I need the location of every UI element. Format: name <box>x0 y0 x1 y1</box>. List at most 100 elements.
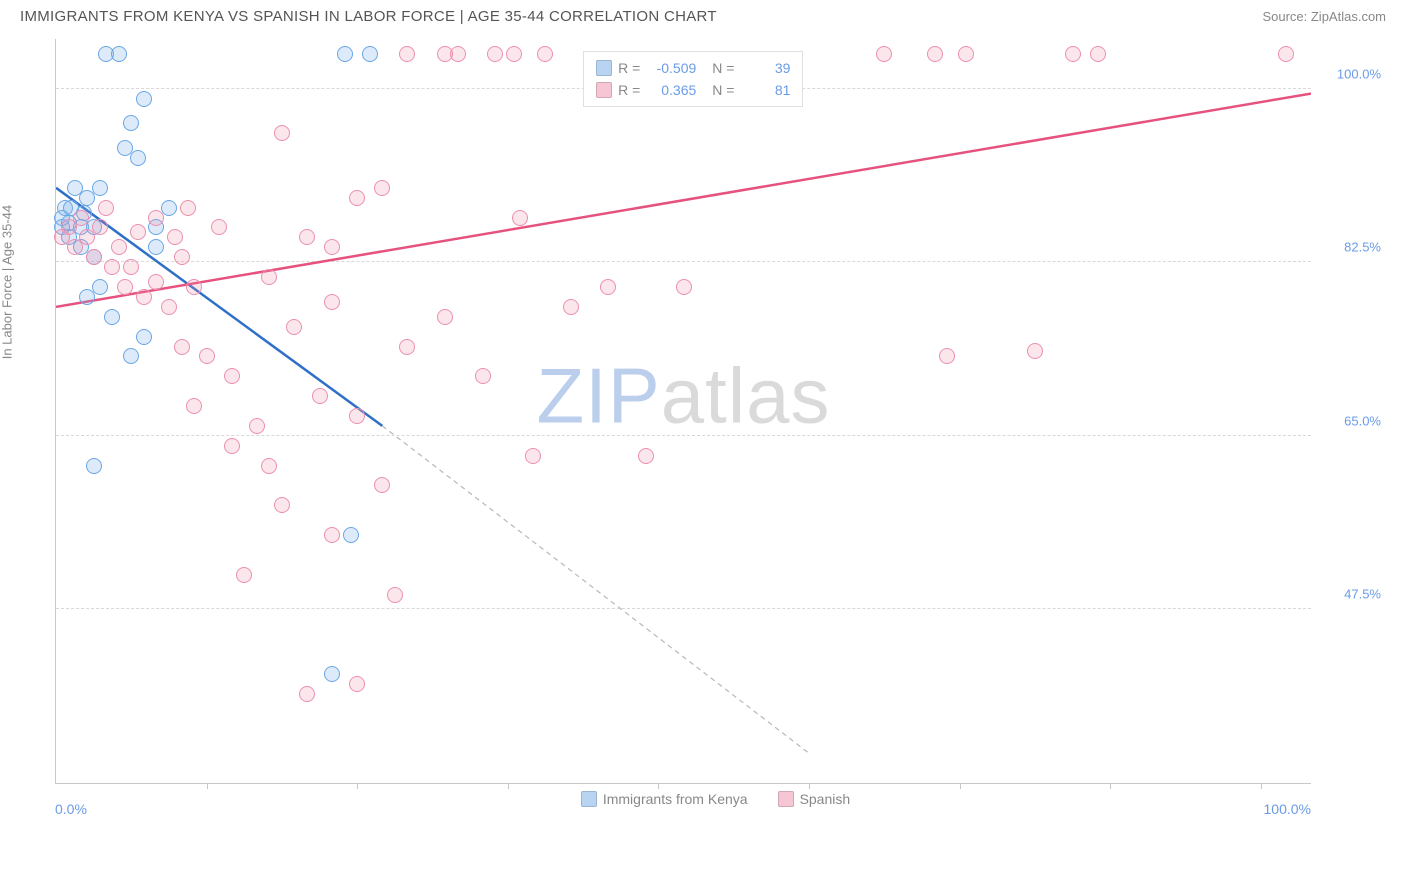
scatter-point-kenya <box>79 289 95 305</box>
scatter-point-kenya <box>104 309 120 325</box>
scatter-point-spanish <box>475 368 491 384</box>
scatter-point-spanish <box>927 46 943 62</box>
scatter-point-spanish <box>73 210 89 226</box>
scatter-point-spanish <box>236 567 252 583</box>
x-tick <box>960 783 961 789</box>
legend-correlation-row: R =0.365N =81 <box>596 79 790 101</box>
legend-series-label: Spanish <box>800 791 851 807</box>
scatter-point-spanish <box>1278 46 1294 62</box>
x-tick <box>809 783 810 789</box>
scatter-point-kenya <box>136 91 152 107</box>
chart-title: IMMIGRANTS FROM KENYA VS SPANISH IN LABO… <box>20 8 717 25</box>
scatter-point-spanish <box>312 388 328 404</box>
legend-n-value: 39 <box>740 60 790 76</box>
y-axis-label: In Labor Force | Age 35-44 <box>0 205 15 359</box>
legend-n-label: N = <box>712 60 734 76</box>
scatter-point-kenya <box>111 46 127 62</box>
legend-series-item: Immigrants from Kenya <box>581 791 748 807</box>
y-tick-label: 100.0% <box>1337 66 1381 81</box>
scatter-point-spanish <box>299 229 315 245</box>
scatter-point-kenya <box>324 666 340 682</box>
legend-swatch <box>596 82 612 98</box>
gridline <box>56 435 1311 436</box>
chart-container: In Labor Force | Age 35-44 ZIPatlas R =-… <box>45 29 1386 829</box>
scatter-point-spanish <box>349 676 365 692</box>
watermark-atlas: atlas <box>661 352 831 440</box>
scatter-point-spanish <box>324 239 340 255</box>
gridline <box>56 261 1311 262</box>
scatter-point-spanish <box>174 339 190 355</box>
legend-series-item: Spanish <box>778 791 851 807</box>
source-attribution: Source: ZipAtlas.com <box>1262 9 1386 24</box>
scatter-point-spanish <box>638 448 654 464</box>
scatter-point-spanish <box>939 348 955 364</box>
scatter-point-kenya <box>130 150 146 166</box>
scatter-point-spanish <box>261 269 277 285</box>
x-tick <box>658 783 659 789</box>
scatter-point-spanish <box>676 279 692 295</box>
legend-r-label: R = <box>618 60 640 76</box>
scatter-point-kenya <box>337 46 353 62</box>
scatter-point-kenya <box>123 348 139 364</box>
scatter-point-kenya <box>136 329 152 345</box>
scatter-point-spanish <box>512 210 528 226</box>
scatter-point-spanish <box>161 299 177 315</box>
scatter-point-kenya <box>92 180 108 196</box>
scatter-point-spanish <box>148 210 164 226</box>
scatter-point-spanish <box>437 309 453 325</box>
scatter-point-spanish <box>117 279 133 295</box>
scatter-point-spanish <box>1027 343 1043 359</box>
scatter-point-spanish <box>600 279 616 295</box>
scatter-point-spanish <box>98 200 114 216</box>
scatter-point-spanish <box>224 438 240 454</box>
trend-lines-layer <box>56 39 1311 783</box>
scatter-point-kenya <box>86 458 102 474</box>
x-tick <box>1261 783 1262 789</box>
legend-series-label: Immigrants from Kenya <box>603 791 748 807</box>
scatter-point-spanish <box>1090 46 1106 62</box>
scatter-point-spanish <box>180 200 196 216</box>
y-tick-label: 82.5% <box>1344 240 1381 255</box>
scatter-point-spanish <box>506 46 522 62</box>
scatter-point-spanish <box>274 497 290 513</box>
scatter-point-spanish <box>186 279 202 295</box>
watermark-zip: ZIP <box>536 352 660 440</box>
scatter-point-spanish <box>261 458 277 474</box>
scatter-point-spanish <box>174 249 190 265</box>
scatter-point-spanish <box>876 46 892 62</box>
scatter-point-spanish <box>387 587 403 603</box>
scatter-point-spanish <box>399 339 415 355</box>
legend-r-label: R = <box>618 82 640 98</box>
scatter-point-kenya <box>148 239 164 255</box>
legend-swatch <box>581 791 597 807</box>
plot-area: ZIPatlas R =-0.509N =39R =0.365N =81 47.… <box>55 39 1311 784</box>
scatter-point-spanish <box>104 259 120 275</box>
scatter-point-spanish <box>167 229 183 245</box>
scatter-point-spanish <box>324 294 340 310</box>
scatter-point-spanish <box>374 180 390 196</box>
x-tick <box>357 783 358 789</box>
legend-r-value: 0.365 <box>646 82 696 98</box>
scatter-point-spanish <box>450 46 466 62</box>
scatter-point-spanish <box>374 477 390 493</box>
scatter-point-spanish <box>224 368 240 384</box>
scatter-point-spanish <box>186 398 202 414</box>
scatter-point-spanish <box>123 259 139 275</box>
scatter-point-spanish <box>199 348 215 364</box>
scatter-point-spanish <box>399 46 415 62</box>
watermark: ZIPatlas <box>536 351 830 442</box>
scatter-point-spanish <box>111 239 127 255</box>
correlation-legend: R =-0.509N =39R =0.365N =81 <box>583 51 803 107</box>
legend-r-value: -0.509 <box>646 60 696 76</box>
scatter-point-spanish <box>211 219 227 235</box>
scatter-point-spanish <box>136 289 152 305</box>
scatter-point-spanish <box>299 686 315 702</box>
scatter-point-spanish <box>92 219 108 235</box>
y-tick-label: 65.0% <box>1344 413 1381 428</box>
legend-n-label: N = <box>712 82 734 98</box>
scatter-point-spanish <box>349 408 365 424</box>
x-tick <box>508 783 509 789</box>
scatter-point-kenya <box>343 527 359 543</box>
scatter-point-spanish <box>349 190 365 206</box>
scatter-point-spanish <box>525 448 541 464</box>
